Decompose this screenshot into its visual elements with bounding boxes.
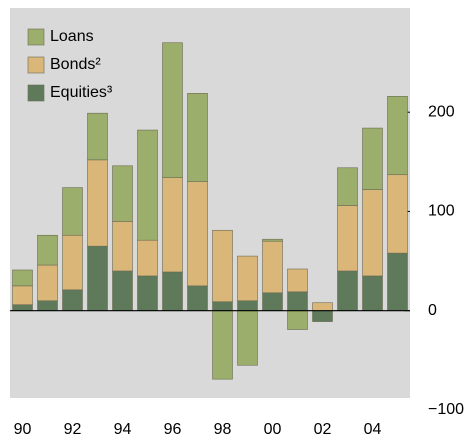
legend-label: Loans: [50, 28, 94, 45]
legend-swatch: [27, 28, 45, 46]
bar-segment: [162, 42, 183, 178]
y-tick-label: 0: [428, 302, 437, 319]
bar-segment: [37, 300, 58, 311]
bar-segment: [387, 174, 408, 254]
bar-segment: [62, 289, 83, 311]
legend-label: Equities³: [50, 84, 113, 101]
bar-segment: [212, 310, 233, 380]
bar-segment: [237, 310, 258, 366]
x-tick-label: 04: [364, 421, 382, 438]
y-tick-label: 100: [428, 203, 455, 220]
bar-segment: [12, 285, 33, 306]
bar-segment: [112, 165, 133, 222]
bar-segment: [312, 310, 333, 322]
bar-segment: [337, 205, 358, 272]
bar-segment: [337, 167, 358, 206]
bar-segment: [137, 275, 158, 311]
bar-segment: [87, 245, 108, 311]
bar-segment: [262, 238, 283, 242]
bar-segment: [262, 240, 283, 294]
bar-segment: [137, 129, 158, 241]
bar-segment: [62, 187, 83, 236]
bar-segment: [287, 268, 308, 293]
bar-segment: [187, 93, 208, 182]
bar-segment: [87, 159, 108, 247]
x-tick-label: 00: [264, 421, 282, 438]
bar-segment: [162, 177, 183, 273]
bar-segment: [262, 292, 283, 311]
bar-segment: [87, 112, 108, 161]
x-tick-label: 92: [64, 421, 82, 438]
y-tick-label: 200: [428, 103, 455, 120]
legend-label: Bonds²: [50, 56, 101, 73]
bar-segment: [212, 229, 233, 303]
bar-segment: [12, 304, 33, 311]
bar-segment: [112, 221, 133, 272]
x-tick-label: 90: [14, 421, 32, 438]
bar-segment: [387, 252, 408, 311]
bar-segment: [12, 269, 33, 287]
bar-segment: [287, 291, 308, 311]
bar-segment: [137, 239, 158, 277]
x-tick-label: 02: [314, 421, 332, 438]
bar-segment: [362, 127, 383, 190]
y-tick-label: −100: [428, 401, 464, 418]
bar-segment: [362, 189, 383, 277]
bar-segment: [187, 285, 208, 311]
x-tick-label: 94: [114, 421, 132, 438]
bar-segment: [162, 271, 183, 311]
bar-segment: [187, 181, 208, 287]
x-tick-label: 96: [164, 421, 182, 438]
bar-segment: [287, 310, 308, 330]
bar-segment: [237, 300, 258, 311]
bar-segment: [212, 301, 233, 311]
bar-segment: [312, 302, 333, 311]
legend-swatch: [27, 56, 45, 74]
bar-segment: [37, 234, 58, 266]
bar-segment: [387, 96, 408, 176]
x-tick-label: 98: [214, 421, 232, 438]
bar-segment: [362, 275, 383, 311]
legend-swatch: [27, 84, 45, 102]
bar-segment: [37, 264, 58, 302]
bar-segment: [62, 234, 83, 291]
bar-segment: [337, 270, 358, 311]
bar-segment: [237, 255, 258, 302]
bar-segment: [112, 270, 133, 311]
